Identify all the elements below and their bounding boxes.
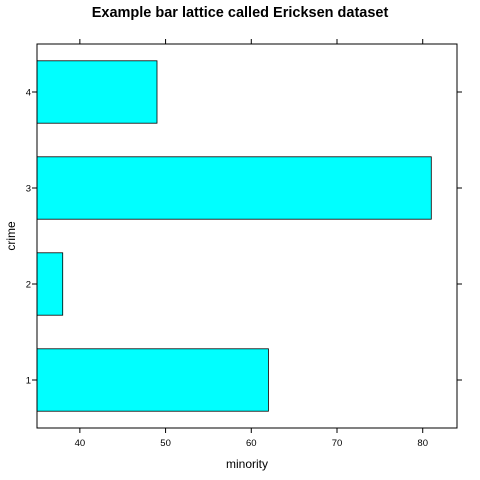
y-tick-label: 4 [26,88,31,99]
x-tick-label: 60 [246,438,257,449]
bars-layer [36,60,432,412]
chart-title: Example bar lattice called Ericksen data… [92,5,389,21]
y-tick-label: 1 [26,376,31,387]
plot-panel-frame [36,43,458,429]
x-tick-label: 70 [332,438,343,449]
x-tick-label: 80 [417,438,428,449]
x-axis-label: minority [226,457,268,471]
bar-crime-1 [36,348,269,412]
y-axis-label: crime [4,221,18,251]
tick-layer: 40 50 60 70 80 1 2 3 4 [26,39,462,449]
x-tick-label: 50 [160,438,171,449]
y-tick-label: 3 [26,184,31,195]
y-tick-label: 2 [26,280,31,291]
bar-crime-2 [36,252,64,316]
bar-crime-4 [36,60,158,124]
x-tick-label: 40 [75,438,86,449]
bar-crime-3 [36,156,432,220]
